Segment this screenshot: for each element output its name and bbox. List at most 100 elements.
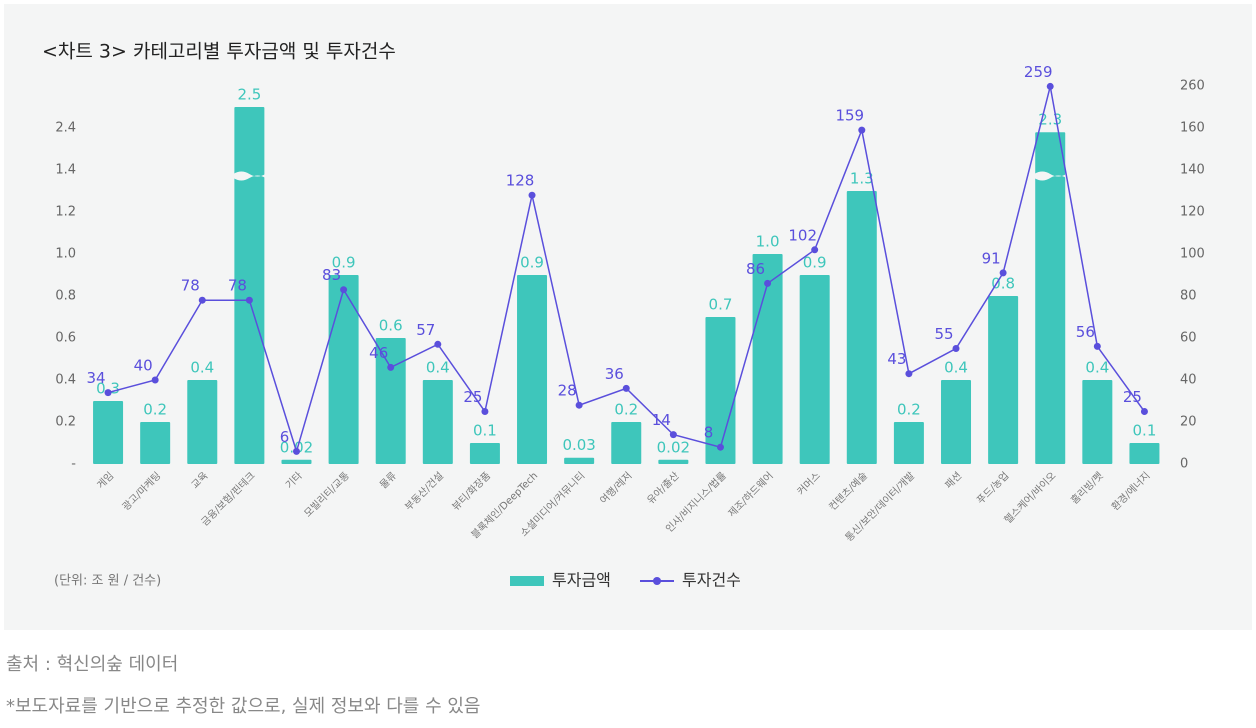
bar-value-label: 0.2 — [614, 401, 638, 419]
bar — [375, 338, 406, 464]
y2-tick-label: 140 — [1180, 163, 1205, 178]
point-value-label: 43 — [887, 350, 906, 368]
legend-swatch — [653, 577, 661, 585]
chart-title: <차트 3> 카테고리별 투자금액 및 투자건수 — [42, 41, 396, 63]
y2-tick-label: 260 — [1180, 79, 1205, 94]
y2-tick-label: 100 — [1180, 247, 1205, 262]
bar — [281, 459, 312, 464]
line-point — [340, 286, 348, 294]
line-point — [292, 447, 300, 455]
bar-value-label: 0.1 — [473, 422, 497, 440]
bar-value-label: 0.7 — [709, 296, 733, 314]
bar — [799, 275, 830, 464]
y2-tick-label: 120 — [1180, 205, 1205, 220]
line-point — [905, 370, 913, 378]
y2-tick-label: 40 — [1180, 373, 1197, 388]
bar — [93, 401, 124, 464]
line-point — [716, 443, 724, 451]
bar — [893, 422, 924, 464]
line-point — [528, 191, 536, 199]
line-point — [1046, 82, 1054, 90]
bar — [705, 317, 736, 464]
bar — [752, 254, 783, 464]
bar-value-label: 0.4 — [1085, 359, 1109, 377]
disclaimer: *보도자료를 기반으로 추정한 값으로, 실제 정보와 다를 수 있음 — [6, 696, 481, 717]
point-value-label: 8 — [704, 424, 714, 442]
legend-label: 투자건수 — [682, 571, 741, 590]
source: 출처 : 혁신의숲 데이터 — [6, 654, 178, 675]
point-value-label: 159 — [835, 107, 864, 125]
point-value-label: 91 — [982, 249, 1001, 267]
point-value-label: 86 — [746, 260, 765, 278]
bar-value-label: 0.9 — [520, 254, 544, 272]
line-point — [481, 408, 489, 415]
y2-tick-label: 20 — [1180, 415, 1197, 430]
line-point — [151, 376, 159, 384]
point-value-label: 25 — [1123, 388, 1142, 406]
line-point — [387, 363, 395, 371]
unit-note: (단위: 조 원 / 건수) — [54, 574, 161, 589]
point-value-label: 102 — [788, 226, 817, 244]
line-point — [198, 296, 206, 304]
bar — [1082, 380, 1113, 464]
y-tick-label: 0.4 — [55, 373, 76, 388]
bar-value-label: 0.9 — [332, 254, 356, 272]
bar — [611, 422, 642, 464]
y-tick-label: 0.8 — [55, 289, 76, 304]
bar-value-label: 0.6 — [379, 317, 403, 335]
line-point — [999, 269, 1007, 277]
bar — [328, 275, 359, 464]
point-value-label: 128 — [506, 172, 535, 190]
bar — [517, 275, 548, 464]
y-tick-label: 1.4 — [55, 163, 76, 178]
legend-label: 투자금액 — [552, 571, 611, 590]
line-point — [952, 345, 960, 352]
line-point — [1140, 408, 1148, 415]
bar-value-label: 0.02 — [280, 438, 313, 456]
bar-value-label: 0.8 — [991, 275, 1015, 293]
line-point — [434, 340, 442, 348]
axis-break — [1034, 171, 1067, 181]
y2-tick-label: 80 — [1180, 289, 1197, 304]
y2-tick-label: 60 — [1180, 331, 1197, 346]
point-value-label: 83 — [322, 266, 341, 284]
bar — [846, 191, 877, 464]
bar — [1035, 132, 1066, 464]
bar-value-label: 0.03 — [562, 436, 595, 454]
bar — [422, 380, 453, 464]
bar-value-label: 0.2 — [897, 401, 921, 419]
point-value-label: 14 — [652, 411, 671, 429]
y-tick-label: 1.0 — [55, 247, 76, 262]
legend-swatch — [510, 576, 544, 586]
bar — [564, 457, 595, 464]
line-point — [1093, 342, 1101, 350]
line-point — [245, 296, 253, 304]
bar — [941, 380, 972, 464]
bar — [187, 380, 218, 464]
bar-value-label: 1.0 — [756, 233, 780, 251]
point-value-label: 55 — [934, 325, 953, 343]
bar — [469, 443, 500, 464]
point-value-label: 34 — [87, 369, 106, 387]
bar — [234, 107, 265, 464]
line-point — [622, 384, 630, 392]
y-tick-label: - — [71, 457, 76, 472]
line-point — [575, 401, 583, 409]
point-value-label: 40 — [134, 357, 153, 375]
line-point — [811, 246, 819, 254]
bar — [140, 422, 171, 464]
y-tick-label: 2.4 — [55, 121, 76, 136]
y-tick-label: 1.2 — [55, 205, 76, 220]
point-value-label: 56 — [1076, 323, 1095, 341]
bar — [1129, 443, 1160, 464]
line-point — [858, 126, 866, 134]
bar — [988, 296, 1019, 464]
bar — [658, 459, 689, 464]
line-point — [104, 389, 112, 397]
bar-value-label: 2.5 — [237, 86, 261, 104]
point-value-label: 6 — [280, 428, 290, 446]
point-value-label: 36 — [605, 365, 624, 383]
y-tick-label: 0.2 — [55, 415, 76, 430]
